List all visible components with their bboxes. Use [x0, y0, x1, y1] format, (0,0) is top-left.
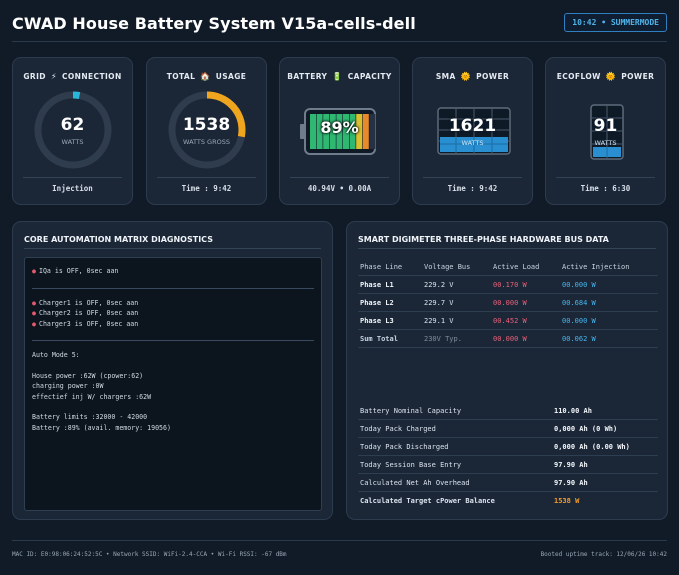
stat-row: Today Session Base Entry 97.90 Ah	[358, 456, 658, 474]
card-title: BATTERY 🔋 CAPACITY	[287, 72, 392, 81]
battery-cell	[329, 114, 336, 149]
console-divider	[32, 340, 314, 341]
grid-gauge	[34, 91, 112, 169]
meter-panel: SMART DIGIMETER THREE-PHASE HARDWARE BUS…	[346, 221, 668, 520]
grid-value: 62	[60, 115, 85, 135]
phase-table: Phase Line Voltage Bus Active Load Activ…	[358, 258, 658, 348]
solar-panel-icon	[437, 107, 511, 155]
battery-cell	[336, 114, 343, 149]
console-divider	[32, 287, 314, 289]
card-title: ECOFLOW 🌞 POWER	[556, 72, 655, 81]
usage-gauge-arc	[168, 91, 246, 169]
table-row: Phase L3 229.1 V 00.452 W 00.000 W	[358, 312, 658, 330]
sma-power-card: SMA 🌞 POWER 1621 WATTS Time : 9:42	[412, 57, 533, 205]
sun-icon: 🌞	[460, 72, 472, 81]
battery-cell	[323, 114, 330, 149]
sma-value: 1621	[448, 116, 497, 136]
grid-footer: Injection	[52, 184, 93, 193]
usage-footer: Time : 9:42	[181, 184, 232, 193]
meter-title: SMART DIGIMETER THREE-PHASE HARDWARE BUS…	[358, 235, 609, 244]
battery-cell	[310, 114, 316, 149]
house-icon: 🏠	[200, 72, 211, 81]
ecoflow-footer: Time : 6:30	[580, 184, 631, 193]
battery-icon: 🔋	[332, 72, 343, 81]
header-divider	[12, 41, 667, 42]
power-line: charging power :0W	[32, 382, 104, 390]
battery-cell	[349, 114, 356, 149]
battery-cell	[343, 114, 349, 149]
ecoflow-unit: WATTS	[594, 139, 617, 147]
battery-line: Battery limits :32000 - 42000	[32, 413, 148, 421]
power-line: effectief inj W/ chargers :62W	[32, 392, 152, 401]
status-dot-icon: ●	[32, 267, 36, 275]
status-line: ● Charger2 is OFF, 0sec aan	[32, 309, 139, 317]
table-row: Sum Total 230V Typ. 00.000 W 00.062 W	[358, 330, 658, 348]
diagnostics-console[interactable]: ● IQa is OFF, 0sec aan ● Charger1 is OFF, …	[24, 257, 322, 511]
stat-row: Today Pack Discharged 0,000 Ah (0.00 Wh)	[358, 438, 658, 456]
battery-footer: 40.94V • 0.00A	[307, 184, 372, 193]
battery-percent: 89%	[320, 118, 359, 137]
usage-gauge	[168, 91, 246, 169]
network-info: MAC ID: E0:98:06:24:52:5C • Network SSID…	[12, 551, 287, 558]
grid-unit: WATTS	[61, 138, 84, 146]
card-title: GRID ⚡ CONNECTION	[23, 72, 122, 81]
table-row: Phase L1 229.2 V 00.170 W 00.000 W	[358, 276, 658, 294]
diagnostics-title: CORE AUTOMATION MATRIX DIAGNOSTICS	[24, 235, 213, 244]
status-dot-icon: ●	[32, 319, 36, 328]
ecoflow-panel-icon	[590, 104, 624, 160]
status-line: ● Charger1 is OFF, 0sec aan	[32, 298, 139, 307]
status-dot-icon: ●	[32, 309, 36, 317]
footer-divider	[12, 540, 667, 541]
battery-cell	[316, 114, 323, 149]
battery-level-icon	[300, 108, 376, 155]
usage-unit: WATTS GROSS	[183, 138, 230, 146]
lightning-icon: ⚡	[50, 72, 57, 81]
battery-cell	[362, 114, 369, 149]
card-title: TOTAL 🏠 USAGE	[166, 72, 247, 81]
stat-row: Calculated Target cPower Balance 1538 W	[360, 497, 580, 505]
total-usage-card: TOTAL 🏠 USAGE 1538 WATTS GROSS Time : 9:…	[146, 57, 267, 205]
grid-connection-card: GRID ⚡ CONNECTION 62 WATTS Injection	[12, 57, 133, 205]
uptime-info: Booted uptime track: 12/06/26 10:42	[540, 551, 667, 558]
table-row: Phase L2 229.7 V 00.000 W 00.684 W	[358, 294, 658, 312]
battery-capacity-card: BATTERY 🔋 CAPACITY 89% 40.94V • 0.00A	[279, 57, 400, 205]
sma-unit: WATTS	[461, 139, 484, 147]
table-header: Phase Line Voltage Bus Active Load Activ…	[358, 258, 658, 276]
battery-line: Battery :89% (avail. memory: 19056)	[32, 423, 171, 432]
ecoflow-power-card: ECOFLOW 🌞 POWER 91 WATTS Time : 6:30	[545, 57, 666, 205]
usage-value: 1538	[182, 115, 231, 135]
mode-title: Auto Mode 5:	[32, 351, 80, 359]
battery-cell	[356, 114, 363, 149]
status-line: ● Charger3 is OFF, 0sec aan	[32, 319, 139, 328]
diagnostics-panel: CORE AUTOMATION MATRIX DIAGNOSTICS ● IQa …	[12, 221, 333, 520]
ecoflow-value: 91	[593, 116, 618, 136]
stat-row: Today Pack Charged 0,000 Ah (0 Wh)	[358, 420, 658, 438]
time-mode-badge: 10:42 • SUMMERMODE	[564, 13, 667, 32]
sun-icon: 🌞	[605, 72, 617, 81]
battery-stats: Battery Nominal Capacity 110.00 Ah Today…	[358, 402, 658, 510]
card-title: SMA 🌞 POWER	[435, 72, 510, 81]
power-line: House power :62W (cpower:62)	[32, 371, 144, 380]
stat-row: Battery Nominal Capacity 110.00 Ah	[358, 402, 658, 420]
page-title: CWAD House Battery System V15a-cells-del…	[12, 14, 416, 33]
sma-footer: Time : 9:42	[447, 184, 498, 193]
battery-cell	[369, 114, 376, 149]
stat-row: Calculated Net Ah Overhead 97.90 Ah	[358, 474, 658, 492]
status-dot-icon: ●	[32, 298, 36, 307]
grid-gauge-arc	[34, 91, 112, 169]
status-line: ● IQa is OFF, 0sec aan	[32, 267, 119, 275]
